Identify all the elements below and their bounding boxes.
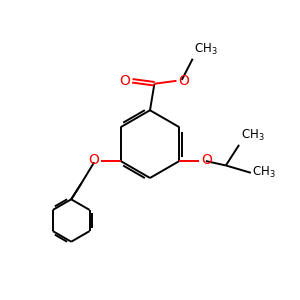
Text: O: O [119, 74, 130, 88]
Text: CH$_3$: CH$_3$ [241, 128, 264, 143]
Text: O: O [178, 74, 189, 88]
Text: O: O [88, 154, 99, 167]
Text: O: O [201, 154, 212, 167]
Text: CH$_3$: CH$_3$ [194, 42, 218, 57]
Text: CH$_3$: CH$_3$ [252, 165, 276, 180]
